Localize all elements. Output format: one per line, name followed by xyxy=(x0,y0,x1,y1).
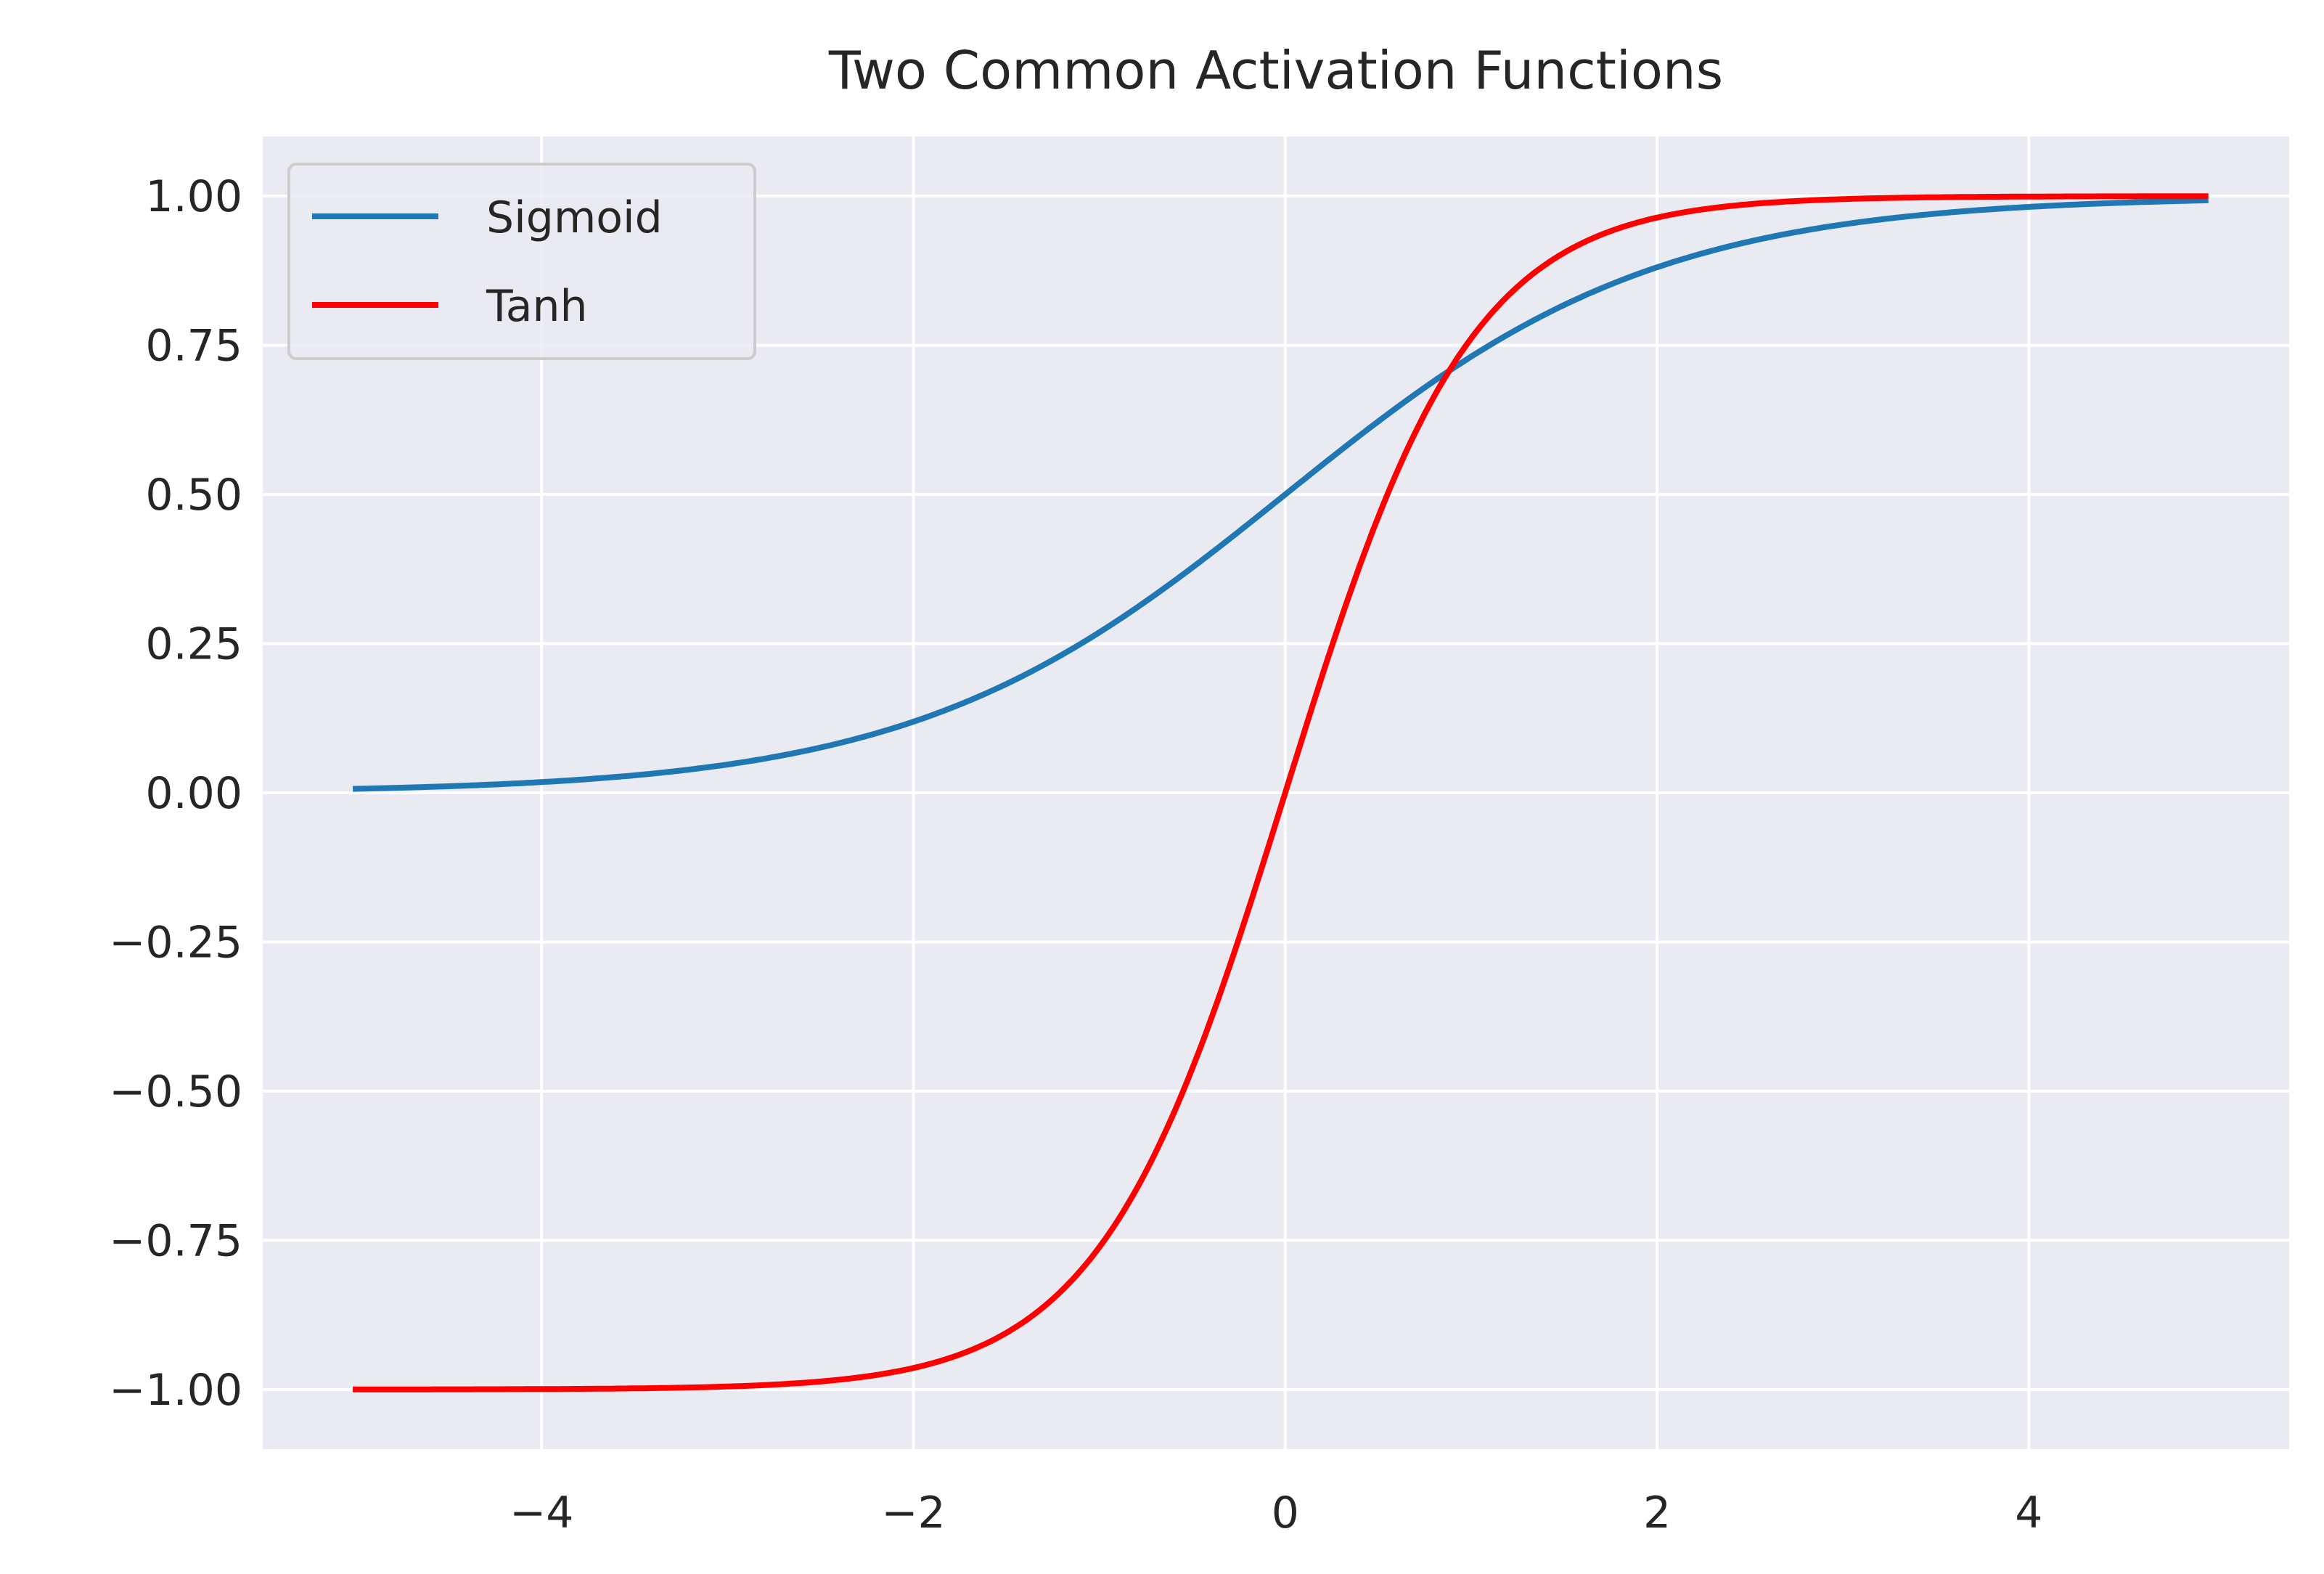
x-tick-label: −4 xyxy=(510,1488,573,1538)
legend-label: Sigmoid xyxy=(486,192,663,243)
y-tick-label: 1.00 xyxy=(145,171,242,222)
series-line-sigmoid xyxy=(353,197,2209,792)
y-tick-label: −0.50 xyxy=(109,1067,242,1117)
y-tick-label: −1.00 xyxy=(109,1365,242,1416)
series-group xyxy=(353,193,2209,1392)
y-axis-ticks: 1.00 0.75 0.50 0.25 0.00 −0.25 −0.50 −0.75 −1.00 xyxy=(109,171,242,1416)
x-tick-label: −2 xyxy=(881,1488,945,1538)
x-tick-label: 0 xyxy=(1272,1488,1299,1538)
y-tick-label: −0.75 xyxy=(109,1215,242,1266)
x-tick-label: 2 xyxy=(1643,1488,1671,1538)
x-axis-ticks: −4 −2 0 2 4 xyxy=(510,1488,2042,1538)
y-tick-label: 0.25 xyxy=(145,619,242,670)
series-line-tanh xyxy=(353,193,2209,1392)
legend-label: Tanh xyxy=(486,281,588,332)
y-tick-label: 0.75 xyxy=(145,321,242,372)
legend: Sigmoid Tanh xyxy=(287,163,756,360)
y-tick-label: −0.25 xyxy=(109,917,242,968)
x-tick-label: 4 xyxy=(2015,1488,2042,1538)
chart-title: Two Common Activation Functions xyxy=(828,40,1723,101)
legend-box xyxy=(287,163,756,360)
y-tick-label: 0.50 xyxy=(145,470,242,521)
y-tick-label: 0.00 xyxy=(145,768,242,819)
